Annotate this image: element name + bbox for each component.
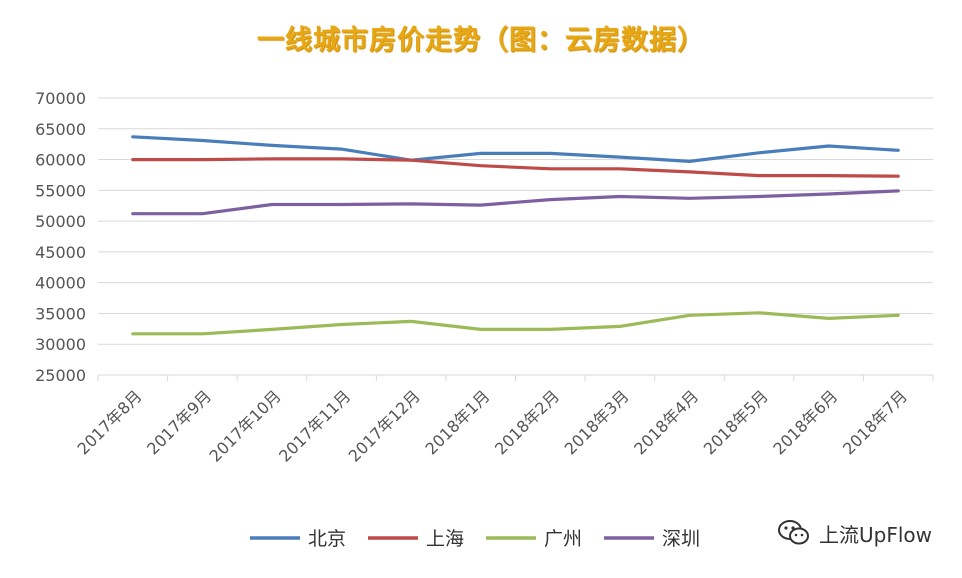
- x-tick-label: 2018年7月: [839, 386, 911, 458]
- data-point: [479, 328, 482, 331]
- series-line-0: [131, 135, 900, 163]
- data-point: [270, 203, 274, 206]
- y-tick-label: 55000: [35, 181, 86, 200]
- data-point: [897, 149, 900, 152]
- legend-label: 深圳: [662, 528, 700, 550]
- data-point: [409, 320, 413, 323]
- x-tick-label: 2018年4月: [630, 386, 702, 458]
- data-point: [688, 160, 691, 163]
- data-point: [549, 167, 552, 170]
- data-point: [409, 202, 413, 206]
- y-tick-label: 60000: [35, 151, 86, 170]
- data-point: [757, 311, 761, 315]
- data-point: [549, 152, 552, 155]
- data-point: [688, 197, 691, 200]
- y-tick-label: 30000: [35, 335, 86, 354]
- y-tick-label: 45000: [35, 243, 86, 262]
- data-point: [688, 170, 691, 174]
- data-point: [757, 174, 761, 177]
- data-point: [479, 164, 482, 167]
- data-point: [827, 317, 830, 320]
- data-point: [409, 158, 413, 162]
- series-line-2: [131, 311, 900, 336]
- x-tick-label: 2017年12月: [345, 386, 424, 465]
- data-point: [827, 144, 830, 148]
- x-tick-label: 2018年3月: [561, 386, 633, 458]
- y-tick-label: 25000: [35, 366, 86, 385]
- y-tick-label: 65000: [35, 120, 86, 139]
- data-point: [757, 195, 761, 198]
- series-line-3: [131, 189, 900, 216]
- data-point: [201, 139, 204, 142]
- wechat-icon: [778, 520, 809, 545]
- y-tick-label: 70000: [35, 89, 86, 108]
- data-point: [618, 167, 622, 170]
- data-point: [131, 212, 134, 215]
- watermark: 上流UpFlow: [777, 518, 932, 548]
- data-point: [131, 135, 134, 138]
- data-point: [201, 212, 204, 215]
- data-point: [897, 189, 900, 193]
- x-axis-ticks: 2017年8月2017年9月2017年10月2017年11月2017年12月20…: [74, 386, 911, 465]
- x-tick-label: 2017年11月: [275, 386, 354, 465]
- data-point: [827, 174, 830, 177]
- data-point: [131, 158, 134, 161]
- data-point: [479, 203, 482, 207]
- data-point: [549, 328, 552, 331]
- data-point: [131, 332, 134, 335]
- x-tick-label: 2018年2月: [491, 386, 563, 458]
- data-point: [340, 157, 343, 161]
- data-point: [618, 325, 622, 328]
- data-point: [897, 314, 900, 317]
- x-tick-label: 2017年9月: [143, 386, 215, 458]
- x-tick-label: 2017年10月: [206, 386, 285, 465]
- legend-label: 上海: [426, 528, 464, 550]
- x-tick-label: 2018年5月: [700, 386, 772, 458]
- series-line-1: [131, 157, 900, 178]
- data-point: [340, 147, 343, 151]
- x-tick-label: 2018年6月: [769, 386, 841, 458]
- x-tick-label: 2017年8月: [74, 386, 146, 458]
- data-point: [549, 198, 552, 201]
- legend-label: 广州: [544, 528, 582, 550]
- data-point: [270, 157, 274, 161]
- data-point: [340, 203, 343, 206]
- series-lines: [131, 135, 900, 336]
- data-point: [340, 323, 343, 326]
- legend-label: 北京: [308, 528, 346, 550]
- data-point: [897, 174, 900, 178]
- data-point: [618, 155, 622, 159]
- data-point: [201, 158, 204, 161]
- data-point: [201, 332, 204, 335]
- y-tick-label: 50000: [35, 212, 86, 231]
- data-point: [688, 314, 691, 317]
- legend: 北京 上海 广州 深圳: [250, 528, 700, 550]
- y-tick-label: 35000: [35, 304, 86, 323]
- y-tick-label: 40000: [35, 274, 86, 293]
- x-tick-label: 2018年1月: [421, 386, 493, 458]
- watermark-text: 上流UpFlow: [819, 522, 932, 547]
- data-point: [270, 144, 274, 147]
- data-point: [479, 152, 482, 155]
- data-point: [618, 195, 622, 198]
- data-point: [270, 328, 274, 331]
- y-axis-ticks: 25000 30000 35000 40000 45000 50000 55000 60000…: [35, 89, 86, 385]
- data-point: [757, 151, 761, 154]
- chart-title: 一线城市房价走势（图：云房数据）: [257, 25, 705, 56]
- data-point: [827, 192, 830, 196]
